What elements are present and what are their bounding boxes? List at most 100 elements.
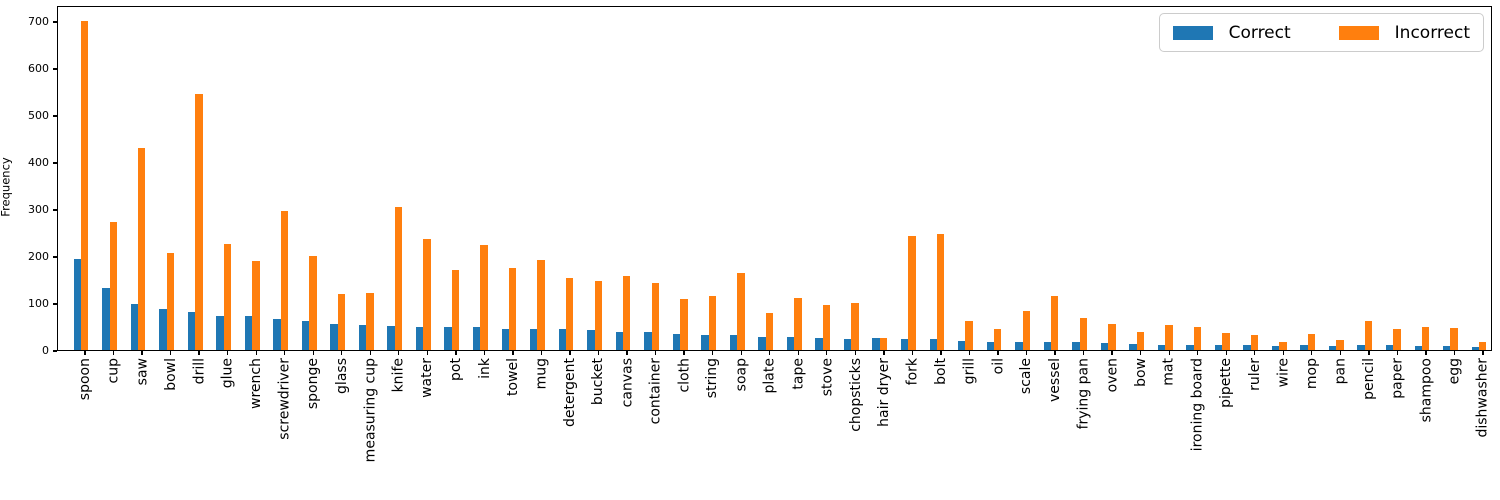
x-tick-mark (1282, 351, 1284, 355)
bar-correct-plate (758, 336, 766, 350)
x-tick-label: plate (761, 358, 778, 394)
bar-incorrect-knife (394, 206, 403, 350)
bar-correct-glue (216, 315, 224, 350)
bar-incorrect-container (651, 282, 660, 350)
x-tick-mark (1025, 351, 1028, 355)
bar-incorrect-ruler (1250, 334, 1259, 350)
bar-correct-pipette (1214, 345, 1223, 350)
x-tick-mark (911, 351, 914, 355)
x-tick-label: mug (533, 358, 550, 390)
y-tick-label: 600 (28, 62, 49, 75)
bar-correct-shampoo (1414, 346, 1422, 350)
y-tick-mark (53, 68, 57, 70)
x-tick-label: towel (504, 358, 521, 397)
x-tick-label: water (419, 358, 436, 398)
x-tick-mark (883, 351, 885, 355)
bar-incorrect-egg (1450, 328, 1458, 350)
bar-correct-oven (1100, 342, 1109, 350)
bar-incorrect-glass (337, 293, 346, 350)
bar-incorrect-mat (1165, 324, 1173, 350)
y-tick-label: 200 (28, 250, 49, 263)
x-tick-mark (369, 351, 371, 355)
x-tick-mark (769, 351, 771, 355)
x-tick-label: canvas (619, 358, 636, 408)
x-tick-label: fork (904, 358, 921, 386)
x-tick-label: wrench (248, 358, 265, 409)
x-tick-label: cloth (676, 358, 693, 393)
y-tick-mark (53, 303, 57, 305)
x-tick-label: screwdriver (276, 358, 293, 440)
legend-swatch-correct (1172, 25, 1213, 40)
x-tick-label: tape (790, 358, 807, 390)
x-tick-label: string (704, 358, 721, 399)
bar-incorrect-detergent (566, 277, 574, 350)
x-tick-mark (312, 351, 314, 355)
x-tick-mark (626, 351, 628, 355)
legend-item-incorrect: Incorrect (1338, 22, 1470, 43)
x-tick-label: mop (1303, 358, 1320, 390)
bar-correct-cloth (672, 333, 681, 350)
legend-label: Incorrect (1394, 22, 1470, 43)
bar-correct-vessel (1043, 341, 1052, 350)
legend-swatch-incorrect (1338, 25, 1379, 40)
x-tick-mark (1339, 351, 1341, 355)
bar-incorrect-oil (993, 328, 1002, 350)
x-tick-mark (826, 351, 828, 355)
y-tick-mark (53, 21, 57, 23)
bar-correct-mop (1300, 345, 1308, 350)
x-tick-mark (1396, 351, 1399, 355)
bar-incorrect-saw (138, 147, 146, 350)
x-tick-label: bowl (162, 358, 179, 391)
bar-correct-bucket (587, 329, 595, 350)
x-tick-label: hair dryer (875, 358, 892, 427)
bar-incorrect-spoon (81, 21, 89, 350)
bar-incorrect-bucket (594, 280, 602, 350)
bar-incorrect-bowl (166, 252, 174, 350)
bar-correct-ink (473, 327, 481, 350)
x-tick-label: pan (1332, 358, 1349, 385)
bar-correct-dishwasher (1471, 346, 1479, 350)
x-tick-mark (1254, 351, 1256, 355)
bar-correct-tape (786, 336, 795, 350)
x-tick-mark (712, 351, 714, 355)
bar-incorrect-mug (537, 259, 545, 350)
y-tick-label: 0 (42, 344, 49, 357)
bar-correct-ironing-board (1186, 345, 1194, 350)
x-tick-mark (597, 351, 600, 355)
bar-correct-saw (130, 304, 139, 350)
bar-incorrect-pot (451, 269, 460, 350)
bar-incorrect-wrench (252, 260, 260, 350)
x-tick-label: drill (191, 358, 208, 385)
bar-incorrect-bolt (936, 234, 945, 350)
bar-incorrect-plate (765, 312, 774, 350)
x-tick-label: soap (733, 358, 750, 392)
bar-correct-stove (815, 337, 823, 350)
bar-incorrect-glue (223, 243, 232, 350)
x-tick-mark (1197, 351, 1199, 355)
x-tick-mark (112, 351, 115, 355)
bar-correct-screwdriver (273, 319, 281, 350)
x-tick-mark (968, 351, 971, 355)
bar-correct-grill (958, 340, 966, 350)
x-tick-mark (1453, 351, 1456, 355)
bar-incorrect-pan (1336, 340, 1344, 350)
x-tick-label: cup (105, 358, 122, 384)
y-tick-mark (53, 209, 57, 211)
bar-correct-water (415, 326, 424, 350)
bar-incorrect-ironing-board (1193, 326, 1202, 350)
bar-correct-detergent (558, 329, 566, 350)
bar-correct-wrench (244, 315, 253, 350)
x-tick-label: chopsticks (847, 358, 864, 432)
x-tick-mark (1311, 351, 1313, 355)
bar-incorrect-scale (1022, 311, 1030, 350)
bar-incorrect-tape (794, 297, 802, 350)
x-tick-mark (940, 351, 942, 355)
legend-item-correct: Correct (1172, 23, 1291, 43)
y-tick-label: 500 (28, 109, 49, 122)
bar-incorrect-vessel (1051, 296, 1059, 350)
bar-correct-scale (1015, 341, 1023, 350)
x-tick-mark (540, 351, 543, 355)
bar-correct-egg (1443, 346, 1451, 350)
x-tick-label: oven (1104, 358, 1121, 393)
bar-correct-spoon (73, 259, 81, 350)
